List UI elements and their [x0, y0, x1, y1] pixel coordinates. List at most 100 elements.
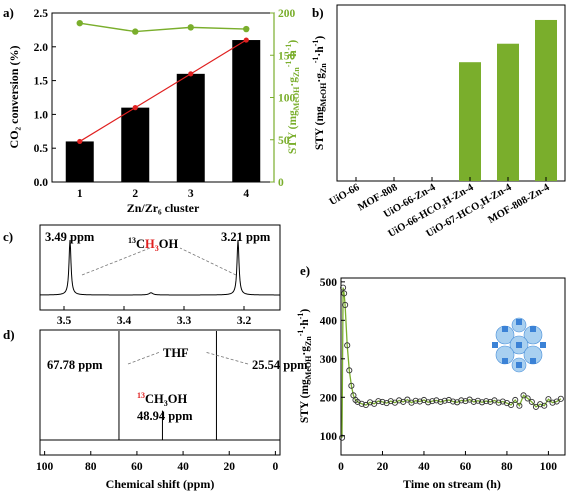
e-point	[483, 398, 490, 405]
e-point	[416, 398, 423, 405]
a-red-point	[132, 105, 138, 111]
panel-b-x-ticks: UiO-66MOF-808UiO-66-Zn-4UiO-66-HCO₂H-Zn-…	[328, 177, 552, 240]
d-xtick-label: 20	[223, 461, 235, 473]
e-point	[553, 398, 560, 405]
panel-c-spectrum	[40, 239, 280, 296]
e-point	[549, 399, 556, 406]
a-red-point	[77, 138, 83, 145]
a-green-point	[132, 28, 139, 35]
e-point	[474, 397, 481, 404]
e-point	[404, 396, 411, 403]
panel-e-frame	[340, 277, 566, 456]
a-ytick-label: 0.0	[34, 177, 49, 189]
panel-c-species-label: 13CH3OH	[128, 236, 178, 253]
d-xtick-label: 100	[36, 461, 54, 473]
e-point	[371, 400, 378, 407]
panel-a-ylabel: CO₂ conversion (%)	[7, 46, 21, 149]
e-point	[346, 367, 353, 374]
e-point	[508, 401, 515, 409]
e-point	[366, 399, 374, 406]
panel-a-label: a)	[3, 5, 14, 20]
e-point	[532, 403, 540, 410]
panel-c: c) 3.49 ppm 3.21 ppm 13CH3OH 3.5 3.4 3.3 3.…	[3, 224, 281, 327]
panel-b-bars	[459, 19, 557, 182]
panel-d-label: d)	[3, 327, 15, 342]
e-point	[412, 397, 419, 404]
a-y2tick-label: 100	[278, 93, 296, 105]
panel-d-meoh-label: 13CH3OH	[137, 391, 187, 408]
e-ytick-label: 400	[320, 315, 338, 327]
e-point	[425, 399, 432, 406]
e-xtick-label: 20	[377, 461, 389, 473]
e-point	[462, 398, 469, 405]
panel-e-y-ticks: 100 200 300 400 500	[320, 277, 345, 443]
bar-b-4	[497, 43, 519, 181]
panel-b-ylabel: STY (mgMeOH·gZn-1·h-1)	[311, 36, 328, 151]
c-xtick-label: 3.4	[117, 315, 132, 327]
e-point	[449, 398, 457, 405]
e-point	[352, 396, 359, 404]
panel-b-label: b)	[312, 5, 324, 20]
e-point	[512, 396, 519, 404]
panel-c-frame	[39, 224, 281, 311]
a-green-point	[187, 24, 194, 31]
a-y2tick-label: 200	[278, 8, 296, 20]
panel-a-x-ticks: 1 2 3 4	[77, 178, 249, 200]
panel-e: e) 100 200 300 400 500 0 20 40 60 80 100 Time on …	[296, 263, 566, 491]
e-point	[520, 392, 527, 399]
panel-b-frame	[336, 4, 566, 182]
panel-c-dash-right	[179, 247, 237, 276]
panel-a-y2label: STY (mgMeOH·gZn-1·h-1)	[284, 40, 301, 155]
a-y2tick-label: 150	[278, 50, 296, 62]
e-point	[487, 398, 494, 405]
a-ytick-label: 1.5	[34, 76, 49, 88]
e-point	[528, 398, 535, 405]
e-point	[541, 402, 548, 409]
e-point	[470, 398, 477, 405]
a-green-point	[243, 25, 250, 33]
a-green-line	[79, 22, 247, 33]
panel-a-y2-ticks: 0 50 100 150 200	[270, 8, 296, 189]
panel-a-y-ticks: 0.0 0.5 1.0 1.5 2.0 2.5	[34, 8, 56, 189]
panel-c-x-ticks: 3.5 3.4 3.3 3.2	[57, 306, 251, 327]
panel-d-dash-left	[127, 351, 161, 365]
panel-a-bars	[65, 40, 261, 182]
e-point	[338, 434, 346, 441]
panel-d-dash-right	[204, 351, 249, 365]
panel-a-red-line	[77, 37, 249, 145]
e-point	[445, 396, 452, 404]
a-xtick-label: 1	[77, 188, 83, 200]
d-xtick-label: 0	[273, 461, 279, 473]
a-xtick-label: 4	[243, 188, 249, 200]
a-ytick-label: 2.0	[34, 42, 49, 54]
d-xtick-label: 60	[131, 461, 143, 473]
e-ytick-label: 500	[320, 277, 338, 289]
a-y2tick-label: 50	[278, 135, 290, 147]
bar-a-4	[232, 40, 261, 182]
panel-c-peak-left-label: 3.49 ppm	[45, 230, 95, 244]
e-point	[348, 382, 355, 389]
e-ytick-label: 300	[320, 354, 338, 366]
e-point	[375, 398, 382, 405]
e-ytick-label: 100	[320, 431, 338, 443]
a-y2tick-label: 0	[278, 177, 284, 189]
a-ytick-label: 1.0	[34, 109, 49, 121]
e-point	[545, 396, 552, 403]
panel-e-label: e)	[300, 263, 310, 278]
a-red-point	[243, 37, 249, 43]
e-xtick-label: 40	[418, 461, 430, 473]
e-point	[516, 402, 523, 409]
e-point	[537, 401, 544, 408]
panel-a-xlabel: Zn/Zr₆ cluster	[127, 201, 200, 215]
panel-d: d) 67.78 ppm 25.54 ppm THF 13CH3OH 48.94…	[3, 327, 308, 491]
panel-e-series	[338, 284, 564, 441]
e-point	[441, 397, 448, 404]
e-point	[524, 395, 531, 402]
bar-a-3	[176, 73, 205, 182]
panel-e-x-ticks: 0 20 40 60 80 100	[338, 451, 557, 473]
e-point	[344, 342, 351, 349]
e-point	[341, 290, 348, 297]
bar-a-2	[121, 107, 150, 182]
